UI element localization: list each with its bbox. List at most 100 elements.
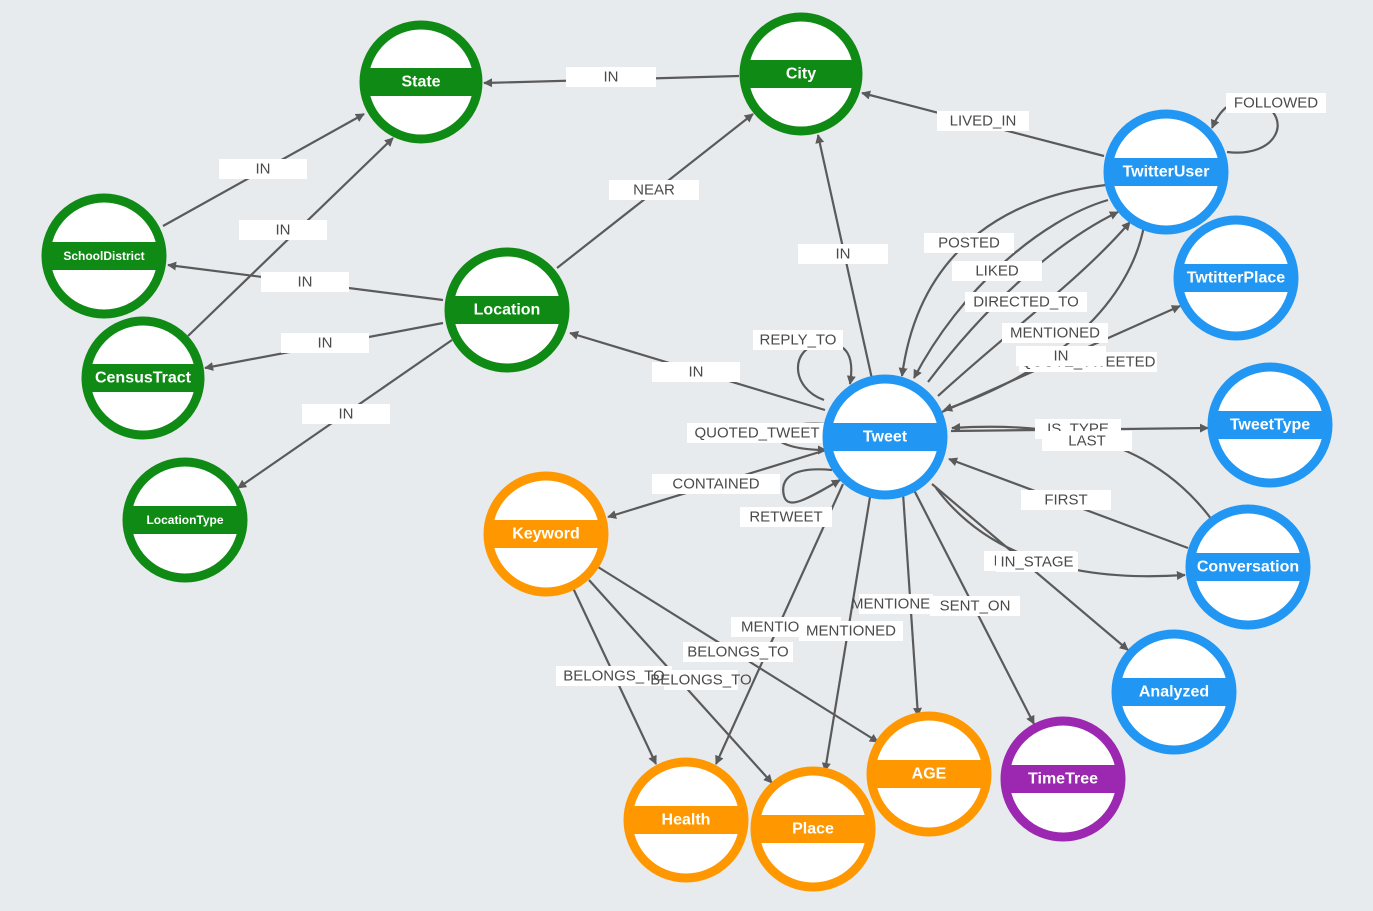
- edge-label[interactable]: REPLY_TO: [753, 330, 843, 350]
- node-label: Place: [792, 821, 834, 838]
- node-label-band: [489, 520, 603, 548]
- node-state[interactable]: State: [359, 20, 483, 144]
- node-label: SchoolDistrict: [63, 249, 144, 263]
- edge-label[interactable]: IN: [566, 67, 656, 87]
- node-keyword[interactable]: Keyword: [483, 471, 609, 597]
- edge-label[interactable]: IN: [798, 244, 888, 264]
- edge-label-box: [302, 404, 390, 424]
- edge-label-text: IN: [1054, 348, 1069, 365]
- node-label-band: [87, 364, 199, 392]
- node-censustract[interactable]: CensusTract: [81, 316, 205, 440]
- edge-label[interactable]: DIRECTED_TO: [965, 292, 1087, 312]
- node-analyzed[interactable]: Analyzed: [1111, 629, 1237, 755]
- node-label: Conversation: [1197, 559, 1299, 576]
- edge-label-box: [556, 666, 672, 686]
- edge-label[interactable]: IN: [239, 220, 327, 240]
- node-timetree[interactable]: TimeTree: [1000, 716, 1126, 842]
- node-label-band: [1006, 765, 1120, 793]
- edge-label-text: BELONGS_TO: [687, 644, 788, 661]
- edge-retweet[interactable]: [782, 468, 841, 504]
- edge-label[interactable]: IN: [281, 333, 369, 353]
- edge-label[interactable]: IN: [302, 404, 390, 424]
- node-age[interactable]: AGE: [866, 711, 992, 837]
- edge-label[interactable]: SENT_ON: [930, 596, 1020, 616]
- edge-label[interactable]: MENTIONED: [799, 621, 903, 641]
- node-label-band: [629, 806, 743, 834]
- node-twitteruser[interactable]: TwitterUser: [1103, 109, 1229, 235]
- edge-label-text: FOLLOWED: [1234, 95, 1318, 112]
- edge-quote-tweeted[interactable]: [943, 225, 1146, 412]
- edge-label-box: [239, 220, 327, 240]
- edge-label[interactable]: QUOTED_TWEET: [687, 423, 827, 443]
- edge-label[interactable]: CONTAINED: [652, 474, 780, 494]
- node-city[interactable]: City: [739, 12, 863, 136]
- edge-label[interactable]: LIVED_IN: [937, 111, 1029, 131]
- edge-label-box: [652, 474, 780, 494]
- node-schooldistrict[interactable]: SchoolDistrict: [41, 193, 167, 319]
- edge-label-box: [1226, 93, 1326, 113]
- edge-label[interactable]: BELONGS_TO: [683, 642, 793, 662]
- edge-label-text: RETWEET: [749, 509, 822, 526]
- edge-label[interactable]: MENTIONED: [1002, 323, 1108, 343]
- node-label-band: [872, 760, 986, 788]
- edge-label-text: IN: [604, 69, 619, 86]
- node-health[interactable]: Health: [623, 757, 749, 883]
- node-label: Keyword: [512, 526, 580, 543]
- node-label-band: [828, 423, 942, 451]
- edge-label-text: BELONGS_TO: [650, 672, 751, 689]
- edge-label[interactable]: BELONGS_TO: [650, 670, 752, 690]
- node-tweettype[interactable]: TweetType: [1207, 362, 1333, 488]
- edge-label-text: QUOTED_TWEET: [694, 425, 819, 442]
- edge-label-box: [1002, 323, 1108, 343]
- edge-label[interactable]: MENTIONED: [851, 594, 941, 614]
- node-label: TwtitterPlace: [1187, 270, 1286, 287]
- node-label-band: [365, 68, 477, 96]
- node-locationtype[interactable]: LocationType: [122, 457, 248, 583]
- edge-label-box: [965, 292, 1087, 312]
- edge-label-text: LIKED: [975, 263, 1019, 280]
- node-label-band: [128, 506, 242, 534]
- edge-label-box: [753, 330, 843, 350]
- node-label: TweetType: [1230, 417, 1310, 434]
- edge-label[interactable]: IN_STAGE: [996, 552, 1078, 572]
- node-twtitterplace[interactable]: TwtitterPlace: [1173, 215, 1299, 341]
- edge-label-box: [1042, 431, 1132, 451]
- edge-label-text: LIVED_IN: [950, 113, 1017, 130]
- edge-label-text: MENTIONED: [851, 596, 941, 613]
- edge-label[interactable]: IN: [652, 362, 740, 382]
- edge-label[interactable]: POSTED: [924, 233, 1014, 253]
- edge-label[interactable]: NEAR: [609, 180, 699, 200]
- edge-label[interactable]: RETWEET: [740, 507, 832, 527]
- node-place[interactable]: Place: [750, 766, 876, 892]
- node-label-band: [1191, 553, 1305, 581]
- edge-label[interactable]: BELONGS_TO: [556, 666, 672, 686]
- edge-label-text: IN: [276, 222, 291, 239]
- edge-label-text: SENT_ON: [940, 598, 1011, 615]
- edge-label-text: IN: [836, 246, 851, 263]
- edge-label-text: BELONGS_TO: [563, 668, 664, 685]
- edge-label-box: [566, 67, 656, 87]
- node-label-band: [1179, 264, 1293, 292]
- edge-label[interactable]: LIKED: [952, 261, 1042, 281]
- edge-label-box: [219, 159, 307, 179]
- edge-label[interactable]: IN: [219, 159, 307, 179]
- edge-label-layer: IN IN IN NEAR IN IN IN IN IN LIVED_IN FOLLOWED POST…: [219, 67, 1326, 690]
- edge-label-box: [798, 244, 888, 264]
- node-label-band: [1117, 678, 1231, 706]
- edge-label-box: [859, 594, 933, 614]
- node-location[interactable]: Location: [444, 247, 570, 373]
- edge-label-box: [937, 111, 1029, 131]
- edge-label[interactable]: FIRST: [1021, 490, 1111, 510]
- node-conversation[interactable]: Conversation: [1185, 504, 1311, 630]
- node-label: AGE: [912, 766, 947, 783]
- edge-label[interactable]: IN: [261, 272, 349, 292]
- edge-label[interactable]: IN: [1016, 346, 1106, 366]
- edge-label-box: [930, 596, 1020, 616]
- node-label: LocationType: [146, 513, 223, 527]
- edge-label[interactable]: FOLLOWED: [1226, 93, 1326, 113]
- edge-label[interactable]: LAST: [1042, 431, 1132, 451]
- node-label: Health: [662, 812, 711, 829]
- node-label: State: [401, 74, 440, 91]
- node-tweet[interactable]: Tweet: [822, 374, 948, 500]
